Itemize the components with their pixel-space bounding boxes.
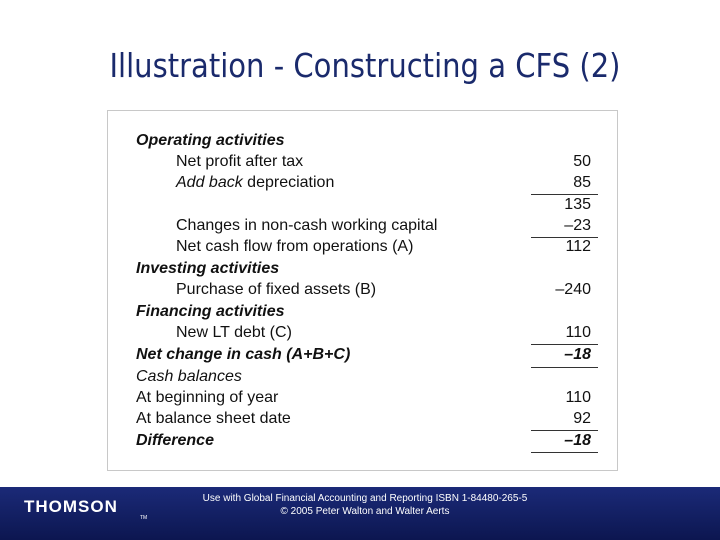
label: Purchase of fixed assets (B) bbox=[176, 281, 377, 298]
rule bbox=[531, 367, 598, 368]
row: Add back depreciation 85 bbox=[108, 174, 617, 195]
row: At beginning of year 110 bbox=[108, 389, 617, 410]
row: Financing activities bbox=[108, 303, 617, 324]
label: Net change in cash (A+B+C) bbox=[136, 346, 351, 363]
value: –18 bbox=[564, 346, 591, 363]
value: 50 bbox=[573, 153, 591, 170]
label: New LT debt (C) bbox=[176, 324, 292, 341]
row: Net change in cash (A+B+C) –18 bbox=[108, 346, 617, 367]
row: Purchase of fixed assets (B) –240 bbox=[108, 281, 617, 302]
heading: Investing activities bbox=[136, 260, 280, 277]
heading: Financing activities bbox=[136, 303, 285, 320]
row: New LT debt (C) 110 bbox=[108, 324, 617, 345]
row: Changes in non-cash working capital –23 bbox=[108, 217, 617, 238]
rule bbox=[531, 194, 598, 195]
value: 110 bbox=[565, 324, 591, 341]
rule bbox=[531, 344, 598, 345]
label: Add back depreciation bbox=[176, 174, 334, 192]
label: Net cash flow from operations (A) bbox=[176, 238, 414, 255]
label: Difference bbox=[136, 432, 214, 449]
value: 135 bbox=[564, 196, 591, 213]
label: Changes in non-cash working capital bbox=[176, 217, 438, 234]
footer-line: © 2005 Peter Walton and Walter Aerts bbox=[280, 506, 450, 517]
row: Net profit after tax 50 bbox=[108, 153, 617, 174]
label: Cash balances bbox=[136, 368, 242, 385]
cfs-table: Operating activities Net profit after ta… bbox=[107, 110, 618, 471]
value: –23 bbox=[564, 217, 591, 234]
row: Difference –18 bbox=[108, 432, 617, 453]
value: 110 bbox=[565, 389, 591, 406]
label: At balance sheet date bbox=[136, 410, 291, 427]
value: 85 bbox=[573, 174, 591, 191]
label: Net profit after tax bbox=[176, 153, 304, 170]
footer-line: Use with Global Financial Accounting and… bbox=[202, 493, 528, 504]
label-rest: depreciation bbox=[247, 174, 335, 191]
row: Net cash flow from operations (A) 112 bbox=[108, 238, 617, 259]
rule bbox=[531, 237, 598, 238]
footer: THOMSON TM Use with Global Financial Acc… bbox=[0, 487, 720, 540]
row: Cash balances bbox=[108, 368, 617, 389]
slide-title: Illustration - Constructing a CFS (2) bbox=[109, 46, 621, 85]
row: At balance sheet date 92 bbox=[108, 410, 617, 431]
value: –18 bbox=[564, 432, 591, 449]
value: 92 bbox=[573, 410, 591, 427]
logo: THOMSON bbox=[24, 497, 118, 516]
value: 112 bbox=[565, 238, 591, 255]
trademark: TM bbox=[140, 515, 148, 521]
row: Operating activities bbox=[108, 132, 617, 153]
label: At beginning of year bbox=[136, 389, 279, 406]
row: 135 bbox=[108, 196, 617, 217]
label-italic: Add back bbox=[176, 174, 243, 191]
rule bbox=[531, 452, 598, 453]
row: Investing activities bbox=[108, 260, 617, 281]
heading: Operating activities bbox=[136, 132, 285, 149]
value: –240 bbox=[555, 281, 591, 298]
rule bbox=[531, 430, 598, 431]
